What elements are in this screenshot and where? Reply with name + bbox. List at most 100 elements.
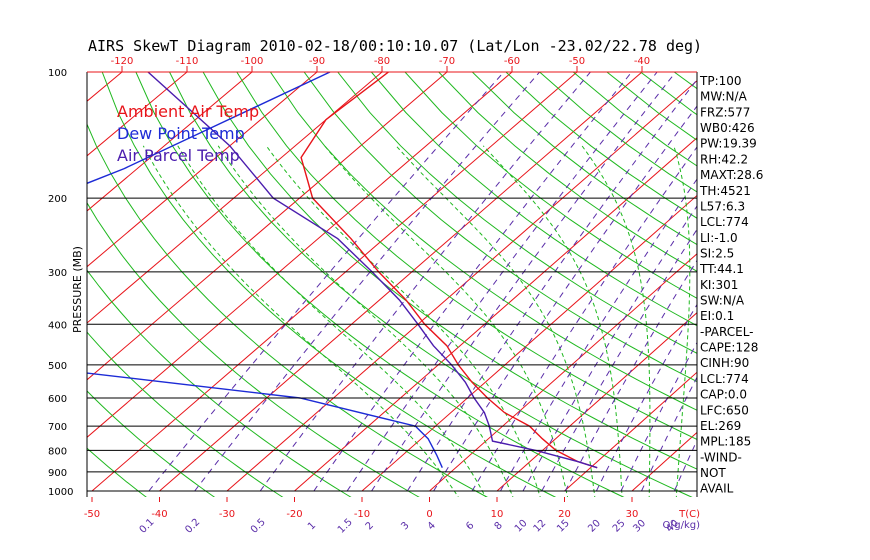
bottom-axis-tick-label: 10 (491, 509, 504, 520)
mixing-ratio-tick-label: 2 (364, 520, 376, 532)
bottom-axis-tick-label: -10 (354, 509, 370, 520)
top-axis-tick-label: -90 (309, 56, 325, 67)
bottom-axis-tick-label: -40 (151, 509, 167, 520)
index-entry: LI:-1.0 (700, 231, 738, 245)
isotherm-line (226, 80, 697, 492)
mixing-ratio-tick-label: 25 (611, 518, 628, 535)
pressure-tick-label: 1000 (48, 487, 73, 498)
profile-line-0 (300, 72, 598, 469)
dry-adiabat-line (87, 447, 147, 497)
mixing-ratio-line (522, 205, 697, 492)
pressure-tick-label: 100 (48, 68, 67, 79)
index-entry: MAXT:28.6 (700, 168, 763, 182)
isotherm-line (87, 72, 188, 157)
dry-adiabat-line (0, 72, 13, 500)
legend-entry: Air Parcel Temp (117, 146, 240, 165)
index-entry: EI:0.1 (700, 309, 734, 323)
dry-adiabat-line (303, 72, 697, 383)
index-entry: CAPE:128 (700, 341, 758, 355)
dry-adiabat-line (169, 72, 693, 497)
index-entry: MW:N/A (700, 90, 748, 104)
isotherm-line (361, 194, 697, 492)
y-axis-label: PRESSURE (MB) (71, 246, 84, 333)
top-axis-tick-label: -80 (374, 56, 390, 67)
dry-adiabat-line (87, 390, 216, 497)
dry-adiabat-line (87, 201, 420, 497)
index-entry: KI:301 (700, 278, 738, 292)
mixing-ratio-tick-label: 12 (532, 518, 549, 535)
top-axis-tick-label: -120 (111, 56, 134, 67)
mixing-ratio-line (433, 105, 697, 492)
dry-adiabat-line (87, 269, 352, 497)
index-entry: PW:19.39 (700, 137, 757, 151)
dry-adiabat-line (0, 72, 81, 500)
pressure-tick-label: 800 (48, 446, 67, 457)
mixing-ratio-unit-label: Q(g/kg) (662, 520, 700, 531)
index-entry: LCL:774 (700, 215, 749, 229)
mixing-ratio-tick-label: 8 (493, 520, 505, 532)
pressure-tick-label: 500 (48, 361, 67, 372)
mixing-ratio-tick-label: 4 (426, 520, 438, 532)
isotherm-line (87, 72, 383, 324)
bottom-axis-tick-label: -50 (84, 509, 100, 520)
index-entry: CINH:90 (700, 356, 749, 370)
index-entry: RH:42.2 (700, 152, 748, 166)
isotherm-line (87, 72, 513, 438)
bottom-axis-tick-label: 30 (626, 509, 639, 520)
isotherm-line (564, 371, 697, 492)
dry-adiabat-line (337, 72, 697, 354)
legend: Ambient Air Temp Dew Point Temp Air Parcel… (117, 102, 259, 165)
index-entry: -PARCEL- (700, 325, 754, 339)
index-entry: AVAIL (700, 482, 734, 496)
index-entry: TP:100 (699, 74, 742, 88)
dry-adiabat-line (505, 72, 697, 219)
index-entry: EL:269 (700, 419, 741, 433)
moist-adiabat-line (217, 145, 514, 497)
mixing-ratio-line (259, 72, 591, 492)
dry-adiabat-line (471, 72, 697, 246)
isotherm-line (294, 137, 697, 492)
index-entry: CAP:0.0 (700, 388, 747, 402)
bottom-axis-tick-label: -30 (219, 509, 235, 520)
mixing-ratio-tick-label: 10 (513, 518, 530, 535)
index-entry: -WIND- (700, 450, 742, 464)
isotherm-line (496, 312, 697, 492)
index-entry: TH:4521 (699, 184, 751, 198)
index-entry: SW:N/A (700, 294, 745, 308)
legend-entry: Ambient Air Temp (117, 102, 259, 121)
dry-adiabat-line (202, 72, 697, 470)
mixing-ratio-line (148, 72, 505, 492)
isotherm-line (87, 72, 253, 212)
mixing-ratio-line (346, 72, 658, 492)
top-axis-tick-label: -100 (241, 56, 264, 67)
index-entry: L57:6.3 (700, 199, 745, 213)
isotherm-line (87, 72, 448, 381)
index-entry: WB0:426 (700, 121, 755, 135)
isotherm-line (87, 72, 318, 268)
index-entry: FRZ:577 (700, 105, 750, 119)
index-entry: MPL:185 (700, 435, 751, 449)
pressure-tick-label: 900 (48, 468, 67, 479)
mixing-ratio-tick-label: 1.5 (336, 517, 355, 536)
mixing-ratio-tick-label: 30 (631, 518, 648, 535)
mixing-ratio-tick-label: 20 (586, 518, 603, 535)
top-axis-tick-label: -60 (504, 56, 520, 67)
mixing-ratio-line (471, 146, 697, 492)
top-axis-tick-label: -40 (634, 56, 650, 67)
mixing-ratio-tick-label: 3 (399, 520, 411, 532)
index-entry: TT:44.1 (699, 262, 744, 276)
dry-adiabat-line (87, 331, 284, 497)
pressure-tick-label: 200 (48, 194, 67, 205)
isotherm-line (767, 72, 870, 491)
dry-adiabat-line (135, 72, 625, 497)
index-entry: LFC:650 (700, 403, 749, 417)
pressure-tick-label: 400 (48, 320, 67, 331)
dry-adiabat-line (87, 122, 488, 497)
mixing-ratio-line (564, 259, 697, 492)
dry-adiabat-line (269, 72, 697, 411)
profile-line-1 (87, 72, 443, 468)
dry-adiabat-line (438, 72, 697, 272)
dry-adiabat-line (404, 72, 697, 299)
